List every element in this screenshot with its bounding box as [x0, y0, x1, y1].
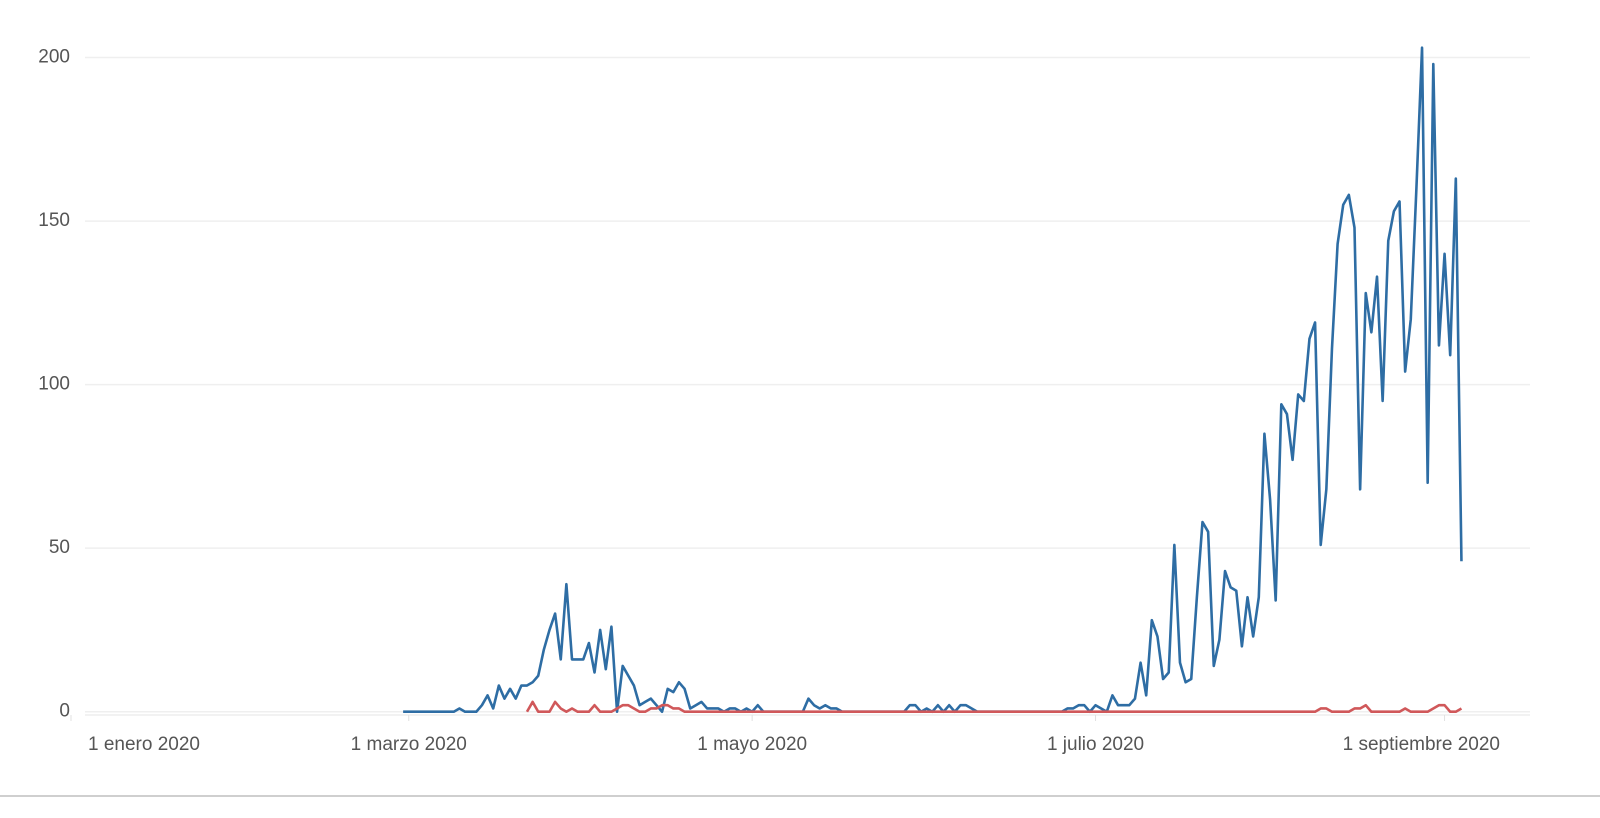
- y-tick-label: 200: [38, 47, 70, 68]
- y-tick-label: 150: [38, 210, 70, 231]
- y-tick-label: 100: [38, 374, 70, 395]
- y-tick-label: 50: [49, 537, 70, 558]
- x-tick-label: 1 septiembre 2020: [1343, 734, 1500, 755]
- x-tick-label: 1 mayo 2020: [697, 734, 807, 755]
- y-tick-label: 0: [59, 701, 70, 722]
- series-line: [403, 46, 1463, 714]
- x-tick-label: 1 enero 2020: [88, 734, 200, 755]
- x-tick-label: 1 marzo 2020: [351, 734, 467, 755]
- x-tick-label: 1 julio 2020: [1047, 734, 1144, 755]
- series-line: [525, 700, 1463, 714]
